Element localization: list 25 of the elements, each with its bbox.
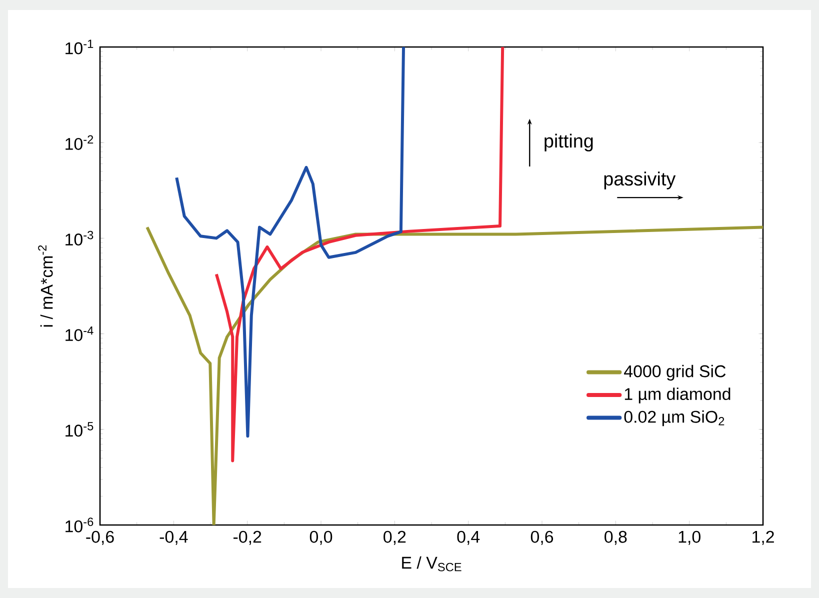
x-tick-label: 0,4: [457, 530, 480, 545]
line-series: [175, 46, 406, 438]
x-tick-label: 0,8: [604, 530, 627, 545]
x-tick-label: 0,2: [384, 530, 406, 545]
x-axis-title: E / V$_{SCE}$: [402, 556, 462, 572]
legend-label: 0.02 µm SiO$_{2}$: [624, 410, 724, 426]
x-tick-label: 1,2: [752, 530, 774, 545]
annotation: passivity: [604, 172, 676, 190]
annotation: pitting: [544, 134, 593, 152]
x-tick-label: 1,0: [678, 530, 700, 545]
legend-label: 1 µm diamond: [624, 388, 730, 404]
x-tick-label: 0,6: [530, 530, 554, 545]
y-tick-label: 10$^{-5}$: [66, 422, 94, 437]
y-tick-label: 10$^{-3}$: [66, 230, 94, 246]
legend-label: 4000 grid SiC: [624, 364, 726, 381]
y-tick-label: 10$^{-4}$: [66, 326, 94, 342]
y-tick-label: 10$^{-6}$: [66, 518, 94, 532]
y-tick-label: 10$^{-1}$: [66, 40, 94, 54]
x-tick-label: -0,6: [86, 530, 114, 545]
y-tick-label: 10$^{-2}$: [66, 135, 94, 150]
line-series: [214, 46, 504, 462]
x-tick-label: -0,2: [234, 530, 262, 545]
x-tick-label: -0,4: [160, 530, 188, 545]
y-axis-title: i / mA*cm$^{-2}$: [38, 245, 53, 327]
x-tick-label: 0,0: [310, 530, 332, 545]
